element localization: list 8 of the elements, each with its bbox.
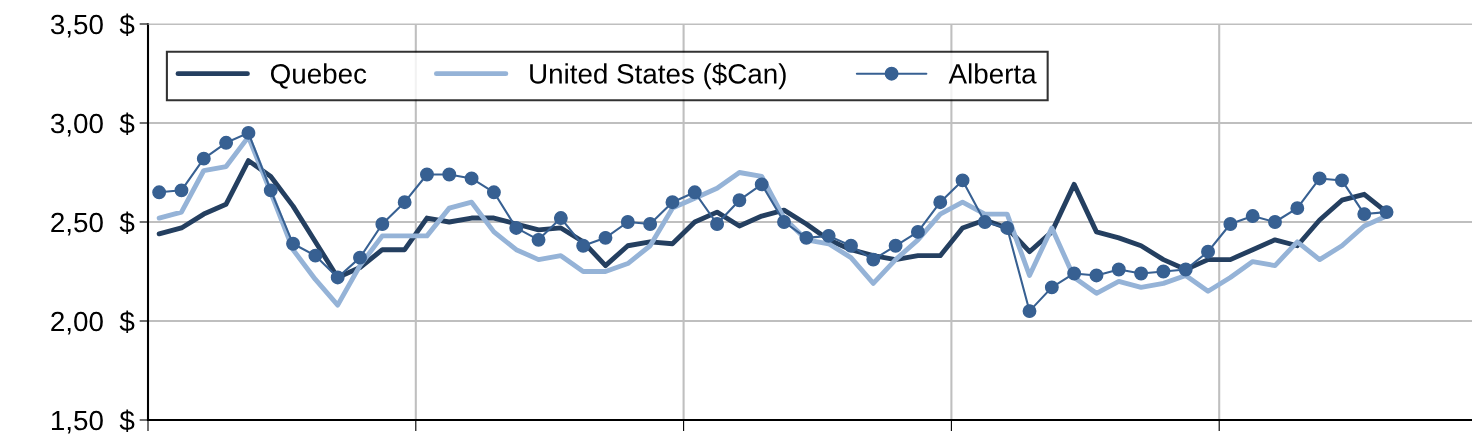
y-tick-label: 2,00 $ [51,310,135,335]
legend-label: Alberta [948,63,1037,84]
y-tick-label: 2,50 $ [51,211,135,236]
y-tick-label: 3,50 $ [50,13,135,38]
legend-label: Quebec [270,63,367,89]
y-tick-label: 1,50 $ [51,409,135,434]
legend-label: United States ($Can) [530,62,786,90]
y-tick-label: 3,00 $ [50,112,135,137]
